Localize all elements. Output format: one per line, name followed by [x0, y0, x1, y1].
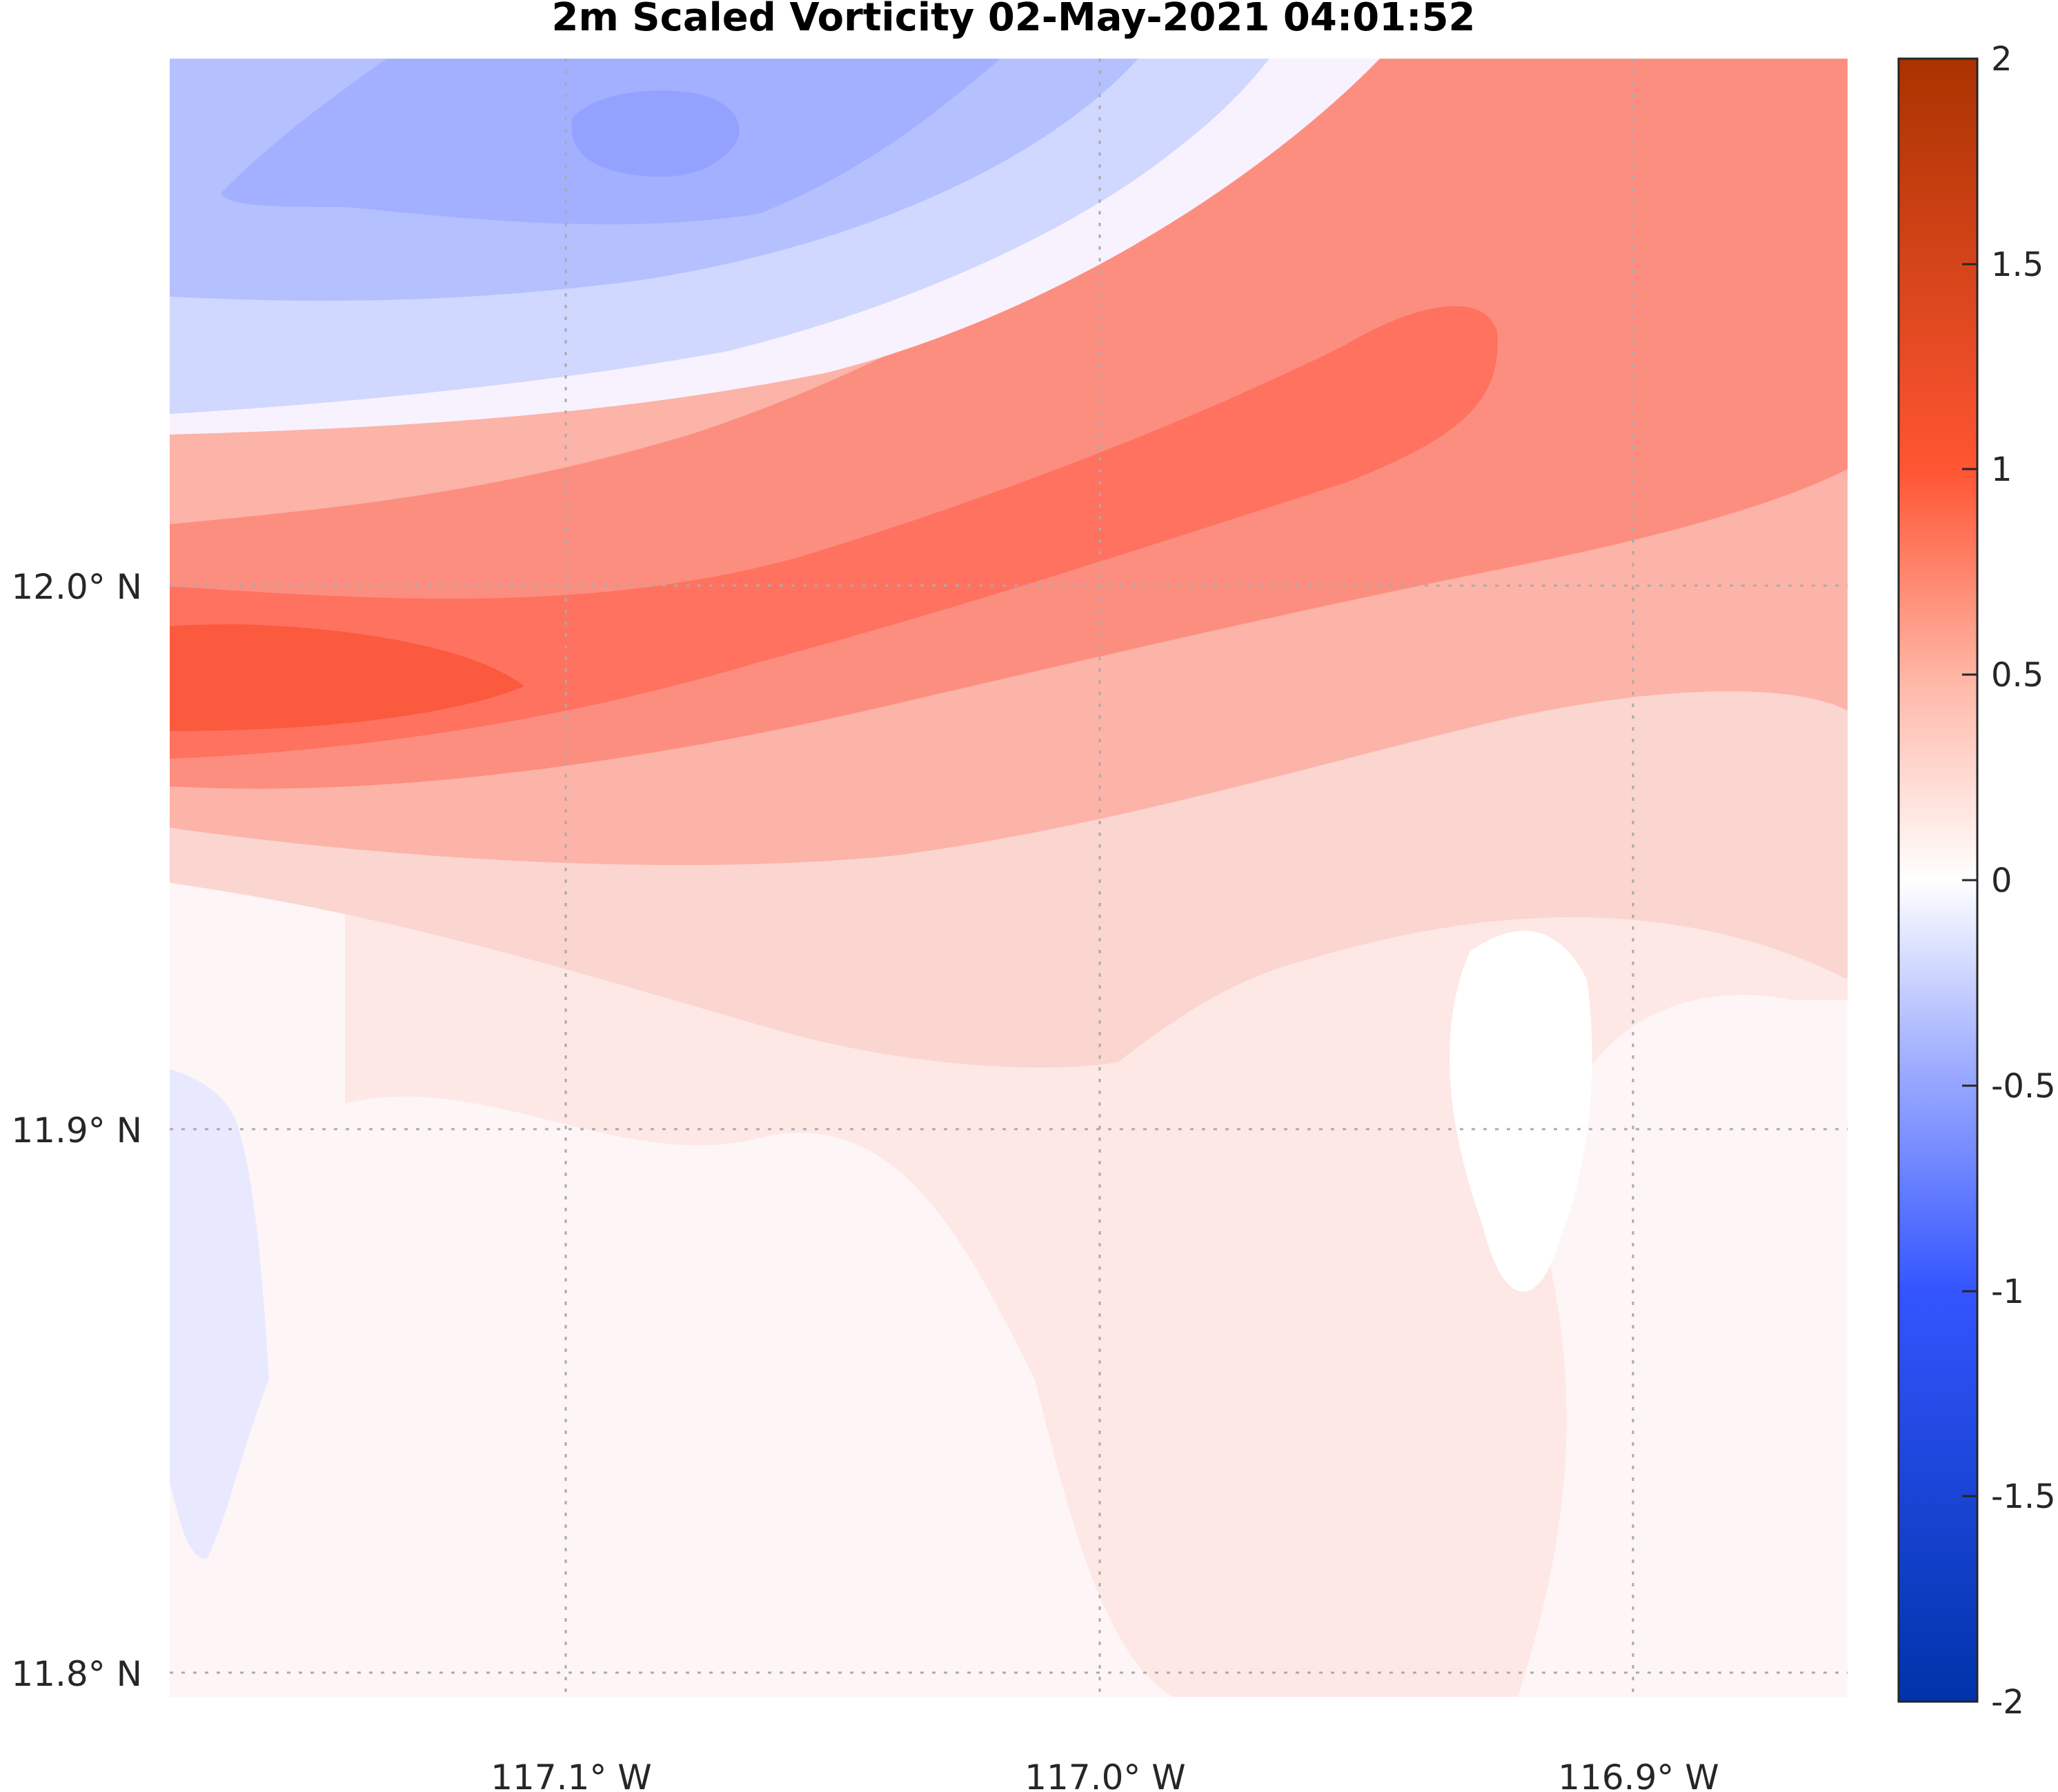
colorbar-tick-label: 0.5 — [1991, 656, 2044, 695]
grid-lines — [170, 59, 1848, 1697]
y-tick-label: 11.9° N — [11, 1111, 142, 1151]
y-tick-label: 12.0° N — [11, 567, 142, 607]
plot-area — [170, 59, 1848, 1697]
y-tick-labels: 12.0° N 11.9° N 11.8° N — [11, 567, 142, 1694]
y-tick-label: 11.8° N — [11, 1654, 142, 1694]
colorbar: 2 1.5 1 0.5 0 -0.5 -1 -1.5 -2 — [1897, 40, 2056, 1722]
colorbar-tick-label: 2 — [1991, 40, 2012, 79]
x-tick-labels: 117.1° W 117.0° W 116.9° W — [491, 1758, 1719, 1792]
colorbar-tick-label: 1 — [1991, 450, 2012, 489]
contour-red — [170, 306, 1498, 759]
x-tick-label: 116.9° W — [1558, 1758, 1719, 1792]
chart-title: 2m Scaled Vorticity 02-May-2021 04:01:52 — [551, 0, 1475, 40]
contour-faint-blue-west — [170, 1069, 269, 1559]
contour-white-transition — [170, 59, 1380, 435]
colorbar-tick-label: -1.5 — [1991, 1477, 2056, 1516]
contour-deep-red — [170, 624, 524, 731]
colorbar-tick-label: -0.5 — [1991, 1067, 2056, 1106]
contour-white-patch — [1449, 930, 1592, 1292]
contour-blue-core — [571, 90, 740, 177]
colorbar-ticks — [1962, 57, 1977, 1703]
colorbar-tick-label: -2 — [1991, 1683, 2024, 1722]
colorbar-tick-label: 0 — [1991, 862, 2012, 900]
colorbar-tick-labels: 2 1.5 1 0.5 0 -0.5 -1 -1.5 -2 — [1991, 40, 2056, 1722]
colorbar-tick-label: 1.5 — [1991, 246, 2044, 284]
x-tick-label: 117.0° W — [1025, 1758, 1185, 1792]
vorticity-field — [170, 59, 1848, 1697]
colorbar-tick-label: -1 — [1991, 1273, 2024, 1311]
x-tick-label: 117.1° W — [491, 1758, 651, 1792]
